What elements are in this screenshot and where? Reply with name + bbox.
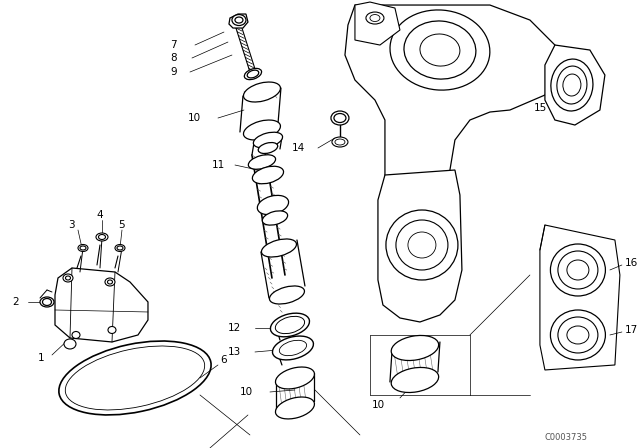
Ellipse shape [257,195,289,215]
Ellipse shape [40,297,54,307]
Text: 12: 12 [228,323,241,333]
Ellipse shape [550,310,605,360]
Ellipse shape [248,155,276,169]
Ellipse shape [232,14,246,26]
Ellipse shape [78,245,88,251]
Ellipse shape [332,137,348,147]
Ellipse shape [108,280,113,284]
Ellipse shape [243,82,280,102]
Ellipse shape [247,70,259,78]
Ellipse shape [105,278,115,286]
Ellipse shape [252,166,284,184]
Ellipse shape [558,317,598,353]
Ellipse shape [64,339,76,349]
Text: 2: 2 [12,297,19,307]
Text: 7: 7 [170,40,177,50]
Ellipse shape [334,113,346,122]
Polygon shape [355,2,400,45]
Ellipse shape [65,276,70,280]
Ellipse shape [331,111,349,125]
Ellipse shape [244,69,262,80]
Text: 3: 3 [68,220,75,230]
Ellipse shape [558,251,598,289]
Text: 10: 10 [372,400,385,410]
Polygon shape [540,225,620,370]
Ellipse shape [557,66,587,104]
Ellipse shape [404,21,476,79]
Ellipse shape [235,17,243,23]
Polygon shape [229,14,248,28]
Text: 10: 10 [188,113,201,123]
Text: 15: 15 [534,103,547,113]
Ellipse shape [99,234,106,240]
Ellipse shape [386,210,458,280]
Ellipse shape [42,298,51,306]
Text: 17: 17 [625,325,638,335]
Ellipse shape [390,10,490,90]
Ellipse shape [243,120,280,140]
Ellipse shape [271,313,310,337]
Ellipse shape [63,274,73,282]
Ellipse shape [275,397,314,419]
Ellipse shape [96,233,108,241]
Text: 10: 10 [240,387,253,397]
Ellipse shape [258,142,278,154]
Text: 1: 1 [38,353,45,363]
Ellipse shape [262,211,287,225]
Ellipse shape [551,59,593,111]
Ellipse shape [115,245,125,251]
Text: 13: 13 [228,347,241,357]
Text: C0003735: C0003735 [545,434,588,443]
Ellipse shape [253,132,282,148]
Ellipse shape [269,286,305,304]
Text: 5: 5 [118,220,125,230]
Ellipse shape [72,332,80,339]
Ellipse shape [275,367,314,389]
Text: 16: 16 [625,258,638,268]
Ellipse shape [391,336,438,361]
Polygon shape [55,268,148,342]
Text: 14: 14 [292,143,305,153]
Polygon shape [378,170,462,322]
Text: 11: 11 [212,160,225,170]
Ellipse shape [273,336,314,360]
Ellipse shape [262,239,296,257]
Polygon shape [345,5,560,220]
Text: 4: 4 [96,210,102,220]
Ellipse shape [396,220,448,270]
Polygon shape [545,45,605,125]
Text: 6: 6 [220,355,227,365]
Ellipse shape [366,12,384,24]
Ellipse shape [117,246,123,250]
Ellipse shape [80,246,86,250]
Text: 8: 8 [170,53,177,63]
Ellipse shape [550,244,605,296]
Ellipse shape [391,367,438,392]
Text: 9: 9 [170,67,177,77]
Ellipse shape [108,327,116,333]
